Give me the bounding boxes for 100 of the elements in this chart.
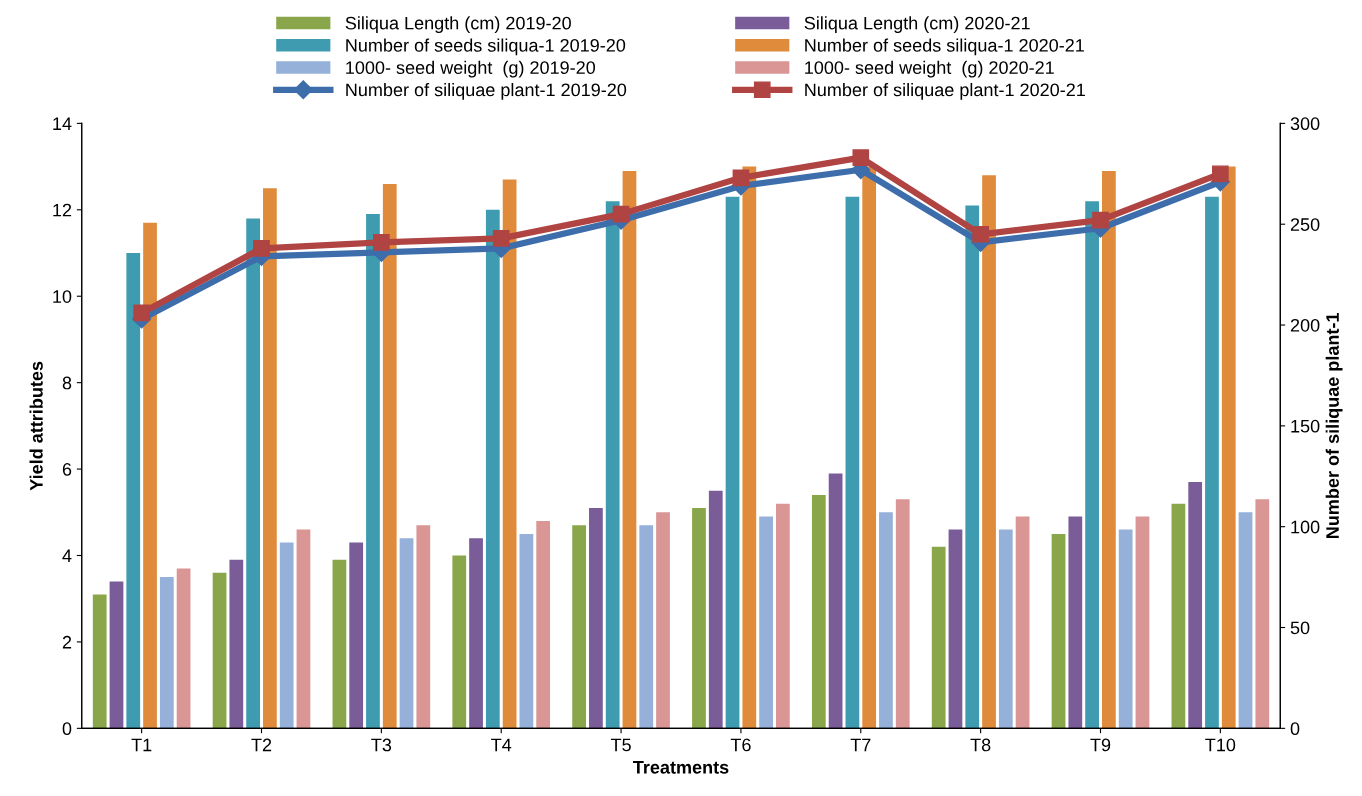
bar [296, 529, 311, 729]
bar [708, 490, 723, 729]
bar [519, 533, 534, 729]
x-tick-label: T6 [730, 738, 751, 752]
bar [895, 499, 910, 729]
y2-tick-label: 200 [1290, 318, 1320, 332]
bar [759, 516, 773, 729]
bar [109, 581, 124, 729]
bar [485, 209, 500, 729]
bar [965, 205, 980, 729]
y-axis-title: Yield attributes [29, 361, 43, 491]
bar [229, 559, 244, 729]
bar [1102, 170, 1116, 729]
bar [828, 473, 843, 729]
point [1212, 165, 1229, 183]
point [133, 304, 150, 322]
bar [469, 538, 483, 729]
bar [1205, 196, 1219, 729]
x-tick-label: T4 [491, 738, 512, 752]
bar [1188, 482, 1203, 729]
x-tick-label: T8 [970, 738, 991, 752]
y2-tick-label: 100 [1291, 520, 1320, 534]
bar [572, 525, 586, 729]
legend-label: Number of seeds siliqua-1 2019-20 [346, 38, 626, 56]
bar [366, 214, 380, 729]
bar [332, 559, 347, 729]
bar [263, 188, 277, 729]
bar [246, 218, 260, 729]
bar [589, 507, 603, 729]
bar [1221, 166, 1236, 729]
x-tick-label: T9 [1090, 738, 1111, 752]
x-tick-label: T10 [1205, 738, 1236, 752]
bar [845, 196, 860, 729]
y2-tick-label: 50 [1290, 621, 1310, 635]
legend-label: Siliqua Length (cm) 2020-21 [804, 16, 1030, 34]
bar [1051, 533, 1066, 729]
bar [622, 170, 637, 729]
bar [948, 529, 963, 729]
x-tick-label: T1 [131, 738, 152, 752]
y2-tick-label: 150 [1291, 419, 1320, 433]
bar [1015, 516, 1030, 729]
bar [1255, 499, 1270, 729]
bar [776, 503, 790, 729]
y-tick-label: 10 [53, 290, 72, 303]
bar [143, 222, 157, 729]
bar [416, 525, 431, 729]
legend-label: Number of seeds siliqua-1 2020-21 [805, 38, 1084, 56]
bar [605, 201, 620, 729]
bar [862, 166, 877, 729]
bar [742, 166, 757, 729]
bar [1085, 201, 1099, 729]
bar [656, 512, 670, 729]
bar [931, 546, 946, 729]
bar [212, 572, 227, 729]
x-tick-label: T3 [371, 738, 392, 752]
bar [176, 568, 191, 729]
bar [692, 507, 706, 729]
point [492, 229, 510, 247]
x-tick-label: T7 [850, 738, 871, 752]
y2-axis-title: Number of siliquae plant-1 [1325, 312, 1343, 539]
point [732, 169, 750, 187]
point [972, 225, 989, 243]
bar [998, 529, 1013, 729]
x-tick-label: T5 [610, 738, 631, 752]
bar [349, 542, 364, 729]
bar [1118, 529, 1133, 729]
bar [879, 512, 893, 729]
x-tick-label: T2 [251, 738, 272, 752]
bar [725, 196, 740, 729]
bar [982, 175, 996, 729]
legend-label: Number of siliquae plant-1 2020-21 [805, 82, 1085, 100]
y-tick-label: 6 [62, 463, 72, 476]
bar [279, 542, 294, 729]
bar [399, 538, 414, 729]
bar [1135, 516, 1150, 729]
y-tick-label: 12 [53, 203, 72, 217]
y-tick-label: 14 [53, 117, 72, 130]
bar [452, 555, 467, 729]
bar [639, 525, 654, 729]
point [612, 205, 630, 223]
bar [502, 179, 517, 729]
legend-label: Number of siliquae plant-1 2019-20 [346, 82, 627, 100]
bar [92, 594, 107, 729]
y2-tick-label: 250 [1290, 218, 1320, 231]
bar [1238, 512, 1253, 729]
y-tick-label: 8 [62, 376, 72, 390]
point [852, 149, 870, 166]
bar [159, 577, 174, 729]
bar [382, 183, 397, 729]
y2-tick-label: 0 [1290, 722, 1300, 736]
point [373, 234, 390, 251]
y-tick-label: 2 [62, 635, 72, 649]
bar [811, 495, 826, 729]
x-axis-title: Treatments [633, 761, 729, 774]
point [253, 240, 270, 257]
bar [126, 253, 141, 729]
legend-label: 1000- seed weight (g) 2019-20 [346, 60, 596, 78]
legend-label: 1000- seed weight (g) 2020-21 [805, 60, 1054, 78]
legend-label: Siliqua Length (cm) 2019-20 [345, 16, 571, 34]
y-tick-label: 0 [62, 722, 72, 736]
